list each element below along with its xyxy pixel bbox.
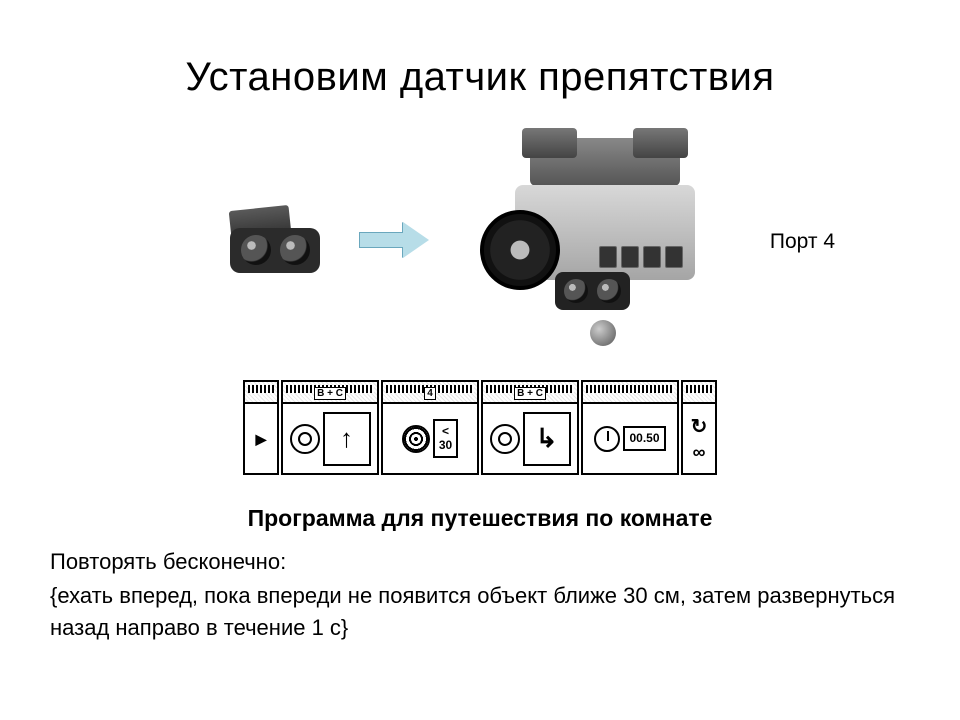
robot-sensor-eye-l bbox=[564, 279, 588, 303]
block-loop-end-header bbox=[683, 382, 715, 404]
slide-title: Установим датчик препятствия bbox=[30, 55, 930, 100]
block-move-2-header: B + C bbox=[483, 382, 577, 404]
block-move-1-body bbox=[283, 404, 377, 473]
motor-icon-2 bbox=[490, 424, 520, 454]
block-wait-time-body: 00.50 bbox=[583, 404, 677, 473]
sensor-face bbox=[230, 228, 320, 273]
block-wait-time-header bbox=[583, 382, 677, 404]
robot-illustration: Порт 4 bbox=[460, 130, 740, 350]
program-blocks: B + C 4 < 30 B + C bbox=[30, 380, 930, 475]
block-wait-sonar-body: < 30 bbox=[383, 404, 477, 473]
port-3 bbox=[643, 246, 661, 268]
block-move-1: B + C bbox=[281, 380, 379, 475]
play-icon bbox=[256, 427, 267, 450]
program-subtitle: Программа для путешествия по комнате bbox=[30, 505, 930, 532]
block-move-2-body bbox=[483, 404, 577, 473]
timer-value: 00.50 bbox=[623, 426, 665, 451]
robot-mounted-sensor bbox=[555, 272, 630, 310]
robot-motors bbox=[530, 138, 680, 186]
block-loop-end bbox=[681, 380, 717, 475]
program-description: Повторять бесконечно: {ехать вперед, пок… bbox=[30, 546, 930, 644]
port-4 bbox=[665, 246, 683, 268]
program-line-2: {ехать вперед, пока впереди не появится … bbox=[50, 580, 930, 644]
sensor-eye-right bbox=[280, 235, 310, 265]
loop-icon bbox=[691, 414, 708, 439]
diagram-row: Порт 4 bbox=[30, 125, 930, 355]
block-wait-time: 00.50 bbox=[581, 380, 679, 475]
block-move-1-header: B + C bbox=[283, 382, 377, 404]
block-wait-sonar-header: 4 bbox=[383, 382, 477, 404]
infinity-icon bbox=[693, 441, 706, 464]
block-move-2: B + C bbox=[481, 380, 579, 475]
turn-icon bbox=[536, 423, 558, 454]
arrow-up-icon bbox=[340, 423, 353, 454]
block-start bbox=[243, 380, 279, 475]
hourglass-icon bbox=[594, 426, 620, 452]
ultrasonic-sensor-illustration bbox=[220, 198, 330, 283]
block-start-header bbox=[245, 382, 277, 404]
sonar-threshold: < 30 bbox=[433, 419, 458, 457]
program-line-1: Повторять бесконечно: bbox=[50, 546, 930, 578]
slide: Установим датчик препятствия bbox=[0, 0, 960, 720]
robot-ports bbox=[599, 246, 683, 268]
block-loop-end-body bbox=[683, 404, 715, 473]
port-1 bbox=[599, 246, 617, 268]
motor-icon bbox=[290, 424, 320, 454]
port-2 bbox=[621, 246, 639, 268]
sonar-icon bbox=[402, 425, 430, 453]
arrow-right-icon bbox=[355, 220, 435, 260]
block-wait-sonar: 4 < 30 bbox=[381, 380, 479, 475]
robot-wheel-left bbox=[480, 210, 560, 290]
block-start-body bbox=[245, 404, 277, 473]
port-label: Порт 4 bbox=[770, 230, 835, 254]
sensor-eye-left bbox=[241, 235, 271, 265]
robot-caster bbox=[590, 320, 616, 346]
robot-sensor-eye-r bbox=[597, 279, 621, 303]
